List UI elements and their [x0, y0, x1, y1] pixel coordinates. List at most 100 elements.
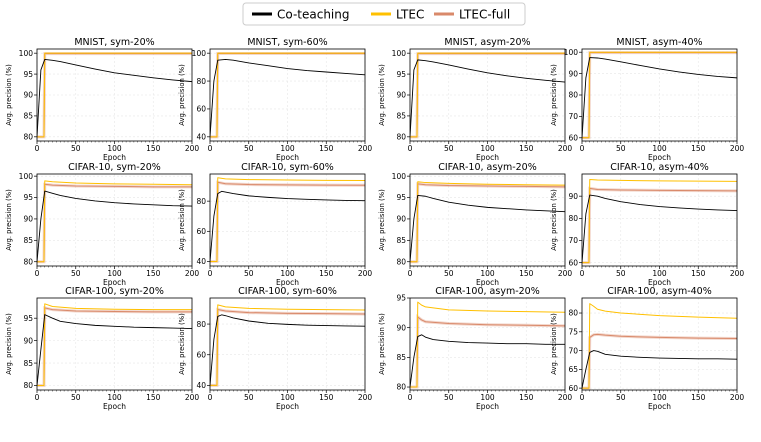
- y-tick-label: 95: [23, 70, 33, 79]
- x-tick-label: 50: [71, 269, 81, 278]
- x-tick-label: 50: [616, 393, 626, 402]
- x-tick-label: 0: [408, 393, 413, 402]
- y-tick-label: 90: [568, 69, 578, 78]
- y-tick-label: 60: [568, 133, 578, 142]
- y-axis-label: Avg. precision (%): [5, 189, 13, 251]
- chart-panel: 0 50 100 150 200 60 70 80 90 CIFAR-10, asym-40% Ep…: [550, 162, 744, 287]
- y-tick-label: 100: [392, 172, 407, 181]
- y-tick-label: 80: [396, 133, 406, 142]
- x-axis-label: Epoch: [276, 402, 299, 411]
- series-line-ltec: [582, 51, 737, 139]
- x-tick-label: 100: [652, 393, 667, 402]
- y-tick-label: 40: [196, 381, 206, 390]
- x-tick-label: 200: [358, 269, 373, 278]
- x-tick-label: 150: [146, 144, 161, 153]
- series-line-ltec: [210, 52, 365, 138]
- x-tick-label: 100: [480, 393, 495, 402]
- x-axis-label: Epoch: [276, 153, 299, 162]
- x-axis-label: Epoch: [103, 402, 126, 411]
- x-tick-label: 50: [616, 269, 626, 278]
- x-tick-label: 150: [519, 393, 534, 402]
- y-tick-label: 85: [396, 353, 406, 362]
- chart-panel: 0 50 100 150 200 40 60 80 100 MNIST, sym-60% Epoch…: [178, 37, 372, 162]
- x-tick-label: 0: [408, 144, 413, 153]
- series-line-co-teaching: [210, 190, 365, 262]
- x-tick-label: 200: [358, 144, 373, 153]
- y-axis-label: Avg. precision (%): [378, 189, 386, 251]
- x-tick-label: 200: [358, 393, 373, 402]
- series-line-co-teaching: [410, 334, 565, 388]
- y-tick-label: 90: [23, 215, 33, 224]
- y-tick-label: 90: [396, 91, 406, 100]
- x-axis-label: Epoch: [476, 402, 499, 411]
- x-tick-label: 150: [519, 144, 534, 153]
- chart-panel: 0 50 100 150 200 40 60 80 CIFAR-10, sym-60% Epoch…: [178, 162, 372, 287]
- y-tick-label: 80: [568, 214, 578, 223]
- x-tick-label: 150: [319, 144, 334, 153]
- chart-title: MNIST, asym-40%: [616, 37, 702, 48]
- series-line-ltec: [210, 177, 365, 262]
- y-axis-label: Avg. precision (%): [178, 313, 186, 375]
- chart-panel: 0 50 100 150 200 80 85 90 95 100 CIFAR-10, asym-20…: [378, 162, 572, 287]
- x-tick-label: 150: [319, 393, 334, 402]
- x-tick-label: 0: [35, 269, 40, 278]
- plot-frame: [581, 297, 738, 391]
- y-tick-label: 80: [396, 257, 406, 266]
- series-line-ltec: [410, 301, 565, 388]
- x-tick-label: 50: [244, 269, 254, 278]
- x-tick-label: 200: [185, 144, 200, 153]
- y-axis-label: Avg. precision (%): [5, 64, 13, 126]
- x-tick-label: 100: [652, 269, 667, 278]
- y-tick-label: 80: [23, 381, 33, 390]
- plot-frame: [36, 48, 193, 142]
- x-tick-label: 0: [580, 144, 585, 153]
- y-tick-label: 85: [23, 359, 33, 368]
- chart-title: CIFAR-10, sym-60%: [241, 162, 334, 173]
- plot-frame: [36, 173, 193, 267]
- series-line-co-teaching: [582, 57, 737, 138]
- x-tick-label: 50: [616, 144, 626, 153]
- y-tick-label: 80: [196, 197, 206, 206]
- x-tick-label: 0: [208, 269, 213, 278]
- y-axis-label: Avg. precision (%): [378, 64, 386, 126]
- chart-panel: 0 50 100 150 200 60 70 80 90 100 MNIST, asym-40% Ep…: [550, 37, 744, 162]
- y-tick-label: 40: [196, 133, 206, 142]
- y-axis-label: Avg. precision (%): [550, 313, 558, 375]
- x-tick-label: 100: [480, 144, 495, 153]
- x-tick-label: 0: [35, 393, 40, 402]
- y-tick-label: 95: [23, 193, 33, 202]
- chart-title: MNIST, sym-60%: [247, 37, 327, 48]
- y-tick-label: 60: [196, 350, 206, 359]
- y-tick-label: 90: [396, 215, 406, 224]
- series-line-co-teaching: [37, 190, 192, 262]
- x-tick-label: 100: [107, 269, 122, 278]
- y-tick-label: 100: [192, 49, 207, 58]
- x-axis-label: Epoch: [103, 153, 126, 162]
- x-tick-label: 50: [244, 144, 254, 153]
- legend-label-co-teaching: Co-teaching: [277, 8, 349, 22]
- series-line-ltec: [582, 179, 737, 264]
- chart-panel: 0 50 100 150 200 80 85 90 95 100 MNIST, sym-20% Epo…: [5, 37, 199, 162]
- x-tick-label: 100: [107, 144, 122, 153]
- x-tick-label: 150: [691, 393, 706, 402]
- y-tick-label: 80: [568, 309, 578, 318]
- x-tick-label: 200: [730, 269, 745, 278]
- series-line-co-teaching: [410, 59, 565, 137]
- series-line-co-teaching: [37, 59, 192, 137]
- x-tick-label: 100: [107, 393, 122, 402]
- plot-frame: [581, 48, 738, 142]
- y-tick-label: 85: [23, 236, 33, 245]
- y-tick-label: 90: [23, 91, 33, 100]
- y-tick-label: 100: [564, 48, 579, 57]
- y-tick-label: 80: [396, 383, 406, 392]
- plot-frame: [581, 173, 738, 267]
- chart-panel: 0 50 100 150 200 80 85 90 95 CIFAR-100, sym-20% Ep…: [5, 286, 199, 411]
- series-line-ltec: [410, 181, 565, 263]
- chart-title: MNIST, asym-20%: [444, 37, 530, 48]
- y-tick-label: 40: [196, 257, 206, 266]
- plot-frame: [209, 48, 366, 142]
- x-tick-label: 100: [652, 144, 667, 153]
- y-tick-label: 80: [196, 77, 206, 86]
- y-tick-label: 70: [568, 346, 578, 355]
- y-tick-label: 80: [196, 320, 206, 329]
